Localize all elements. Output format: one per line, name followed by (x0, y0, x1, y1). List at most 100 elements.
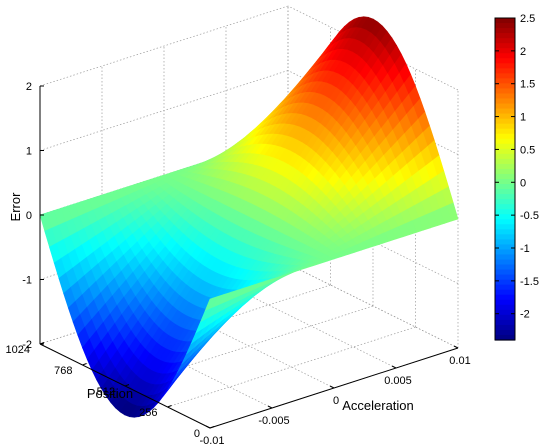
x-axis-label: Acceleration (342, 398, 414, 413)
colorbar-swatch (495, 179, 515, 185)
colorbar-swatch (495, 269, 515, 276)
y-tick-mark (124, 384, 130, 387)
x-tick-mark (205, 425, 211, 429)
colorbar-swatch (495, 148, 515, 155)
y-tick-label: 512 (97, 386, 115, 398)
x-tick-mark (453, 345, 459, 349)
colorbar-swatch (495, 78, 515, 85)
colorbar-swatch (495, 133, 515, 140)
colorbar-swatch (495, 199, 515, 205)
colorbar-swatch (495, 264, 515, 271)
colorbar-tick-label: 0.5 (520, 144, 535, 156)
colorbar-swatch (495, 128, 515, 135)
colorbar-tick-label: -2 (520, 309, 530, 321)
colorbar-swatch (495, 279, 515, 286)
colorbar-swatch (495, 304, 515, 311)
colorbar-swatch (495, 314, 515, 321)
colorbar-swatch (495, 289, 515, 296)
colorbar-swatch (495, 158, 515, 165)
colorbar-frame (494, 17, 516, 341)
z-tick-label: 2 (26, 81, 32, 93)
grid-line (39, 70, 289, 151)
z-tick-label: 1 (26, 146, 32, 158)
colorbar-swatch (495, 43, 515, 49)
colorbar-swatch (495, 219, 515, 225)
x-tick-label: 0 (333, 395, 339, 407)
colorbar-tick-label: -1 (520, 243, 530, 255)
colorbar-tick-label: 2 (520, 46, 526, 58)
z-axis-label: Error (8, 192, 23, 222)
x-tick-label: 0.01 (449, 355, 470, 367)
x-tick-label: -0.01 (199, 435, 224, 445)
colorbar-swatch (495, 254, 515, 261)
colorbar-swatch (495, 244, 515, 251)
colorbar-swatch (495, 138, 515, 145)
colorbar-swatch (495, 63, 515, 69)
colorbar-swatch (495, 48, 515, 54)
grid-line (287, 263, 459, 349)
colorbar-tick-label: -1.5 (520, 276, 539, 288)
colorbar-swatch (495, 184, 515, 190)
colorbar-swatch (495, 18, 515, 24)
colorbar-swatch (495, 259, 515, 266)
colorbar-swatch (495, 329, 515, 336)
colorbar-tick-label: 1.5 (520, 79, 535, 91)
colorbar-swatch (495, 229, 515, 235)
y-tick-mark (209, 426, 215, 429)
grid-line (167, 326, 416, 408)
colorbar-swatch (495, 68, 515, 74)
colorbar-swatch (495, 88, 515, 95)
colorbar-swatch (495, 189, 515, 195)
colorbar-swatch (495, 163, 515, 170)
colorbar-swatch (495, 214, 515, 220)
colorbar-swatch (495, 234, 515, 240)
x-tick-mark (329, 385, 335, 389)
colorbar-swatch (495, 294, 515, 301)
x-tick-mark (267, 405, 273, 409)
colorbar-swatch (495, 53, 515, 59)
colorbar-swatch (495, 153, 515, 160)
colorbar-tick-label: 0 (520, 177, 526, 189)
colorbar-swatch (495, 224, 515, 230)
colorbar-swatch (495, 58, 515, 64)
y-tick-label: 256 (139, 407, 157, 419)
y-axis-label: Position (87, 386, 133, 401)
surface-patch (204, 296, 218, 312)
colorbar-swatch (495, 173, 515, 180)
colorbar-swatch (495, 299, 515, 306)
colorbar-swatch (495, 113, 515, 120)
colorbar-swatch (495, 324, 515, 331)
colorbar: 2.5 2 1.5 1 0.5 0 -0.5 -1 -1.5 -2 (494, 13, 539, 341)
colorbar-tick-label: 2.5 (520, 13, 535, 25)
surface-plot (39, 16, 459, 418)
colorbar-swatch (495, 309, 515, 316)
colorbar-swatch (495, 33, 515, 39)
colorbar-swatch (495, 209, 515, 215)
x-tick-mark (391, 365, 397, 369)
y-tick-label: 768 (54, 365, 72, 377)
colorbar-swatch (495, 194, 515, 200)
colorbar-swatch (495, 319, 515, 326)
colorbar-swatch (495, 93, 515, 100)
z-tick-label: -1 (22, 275, 32, 287)
colorbar-swatch (495, 23, 515, 29)
x-tick-label: 0.005 (384, 375, 412, 387)
colorbar-swatch (495, 103, 515, 110)
colorbar-swatch (495, 249, 515, 256)
colorbar-swatch (495, 38, 515, 44)
grid-line (225, 283, 397, 369)
x-tick-label: -0.005 (258, 415, 289, 427)
z-tick-label: -2 (22, 339, 32, 351)
z-tick-label: 0 (26, 210, 32, 222)
colorbar-swatch (495, 204, 515, 210)
y-tick-mark (167, 405, 172, 408)
colorbar-swatch (495, 239, 515, 246)
colorbar-tick-label: 1 (520, 112, 526, 124)
axes-ticks: -0.01 -0.005 0 0.005 0.01 0 256 512 768 1024-2 -1 0… (6, 81, 471, 445)
colorbar-swatch (495, 73, 515, 79)
colorbar-swatch (495, 118, 515, 125)
colorbar-swatch (495, 83, 515, 90)
colorbar-tick-label: -0.5 (520, 210, 539, 222)
colorbar-swatch (495, 98, 515, 105)
